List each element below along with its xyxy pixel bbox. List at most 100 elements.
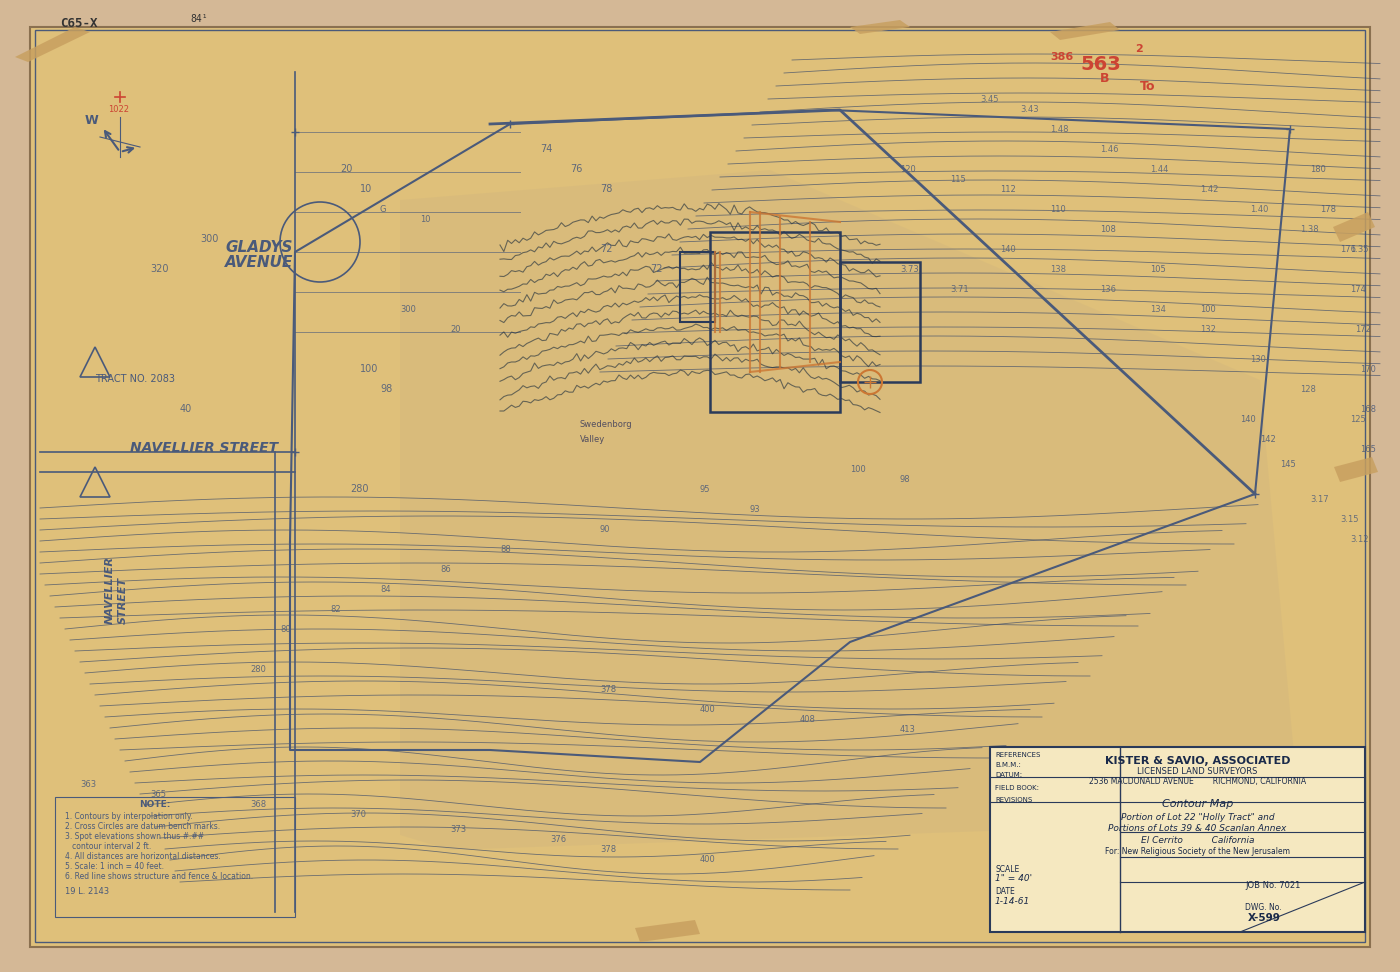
- Text: 74: 74: [540, 144, 553, 154]
- Text: 413: 413: [900, 725, 916, 734]
- Text: FIELD BOOK:: FIELD BOOK:: [995, 785, 1039, 791]
- Text: 174: 174: [1350, 285, 1366, 294]
- Text: 365: 365: [150, 790, 167, 799]
- Text: STREET: STREET: [118, 576, 127, 624]
- Text: 95: 95: [700, 485, 710, 494]
- Text: 40: 40: [181, 404, 192, 414]
- Text: X-599: X-599: [1175, 919, 1219, 933]
- Text: 1. Contours by interpolation only.: 1. Contours by interpolation only.: [64, 812, 193, 821]
- Text: NOTE:: NOTE:: [140, 800, 171, 809]
- Text: 376: 376: [550, 835, 566, 844]
- Text: 86: 86: [440, 565, 451, 574]
- Text: G: G: [379, 205, 386, 214]
- Text: 168: 168: [1359, 405, 1376, 414]
- Text: 3.73: 3.73: [900, 265, 918, 274]
- Text: 82: 82: [330, 605, 340, 614]
- Text: 20: 20: [449, 325, 461, 334]
- Text: 1" = 40': 1" = 40': [995, 874, 1032, 883]
- Text: Contour Map: Contour Map: [1162, 799, 1233, 809]
- Text: 134: 134: [1149, 305, 1166, 314]
- Text: DATE: DATE: [995, 887, 1015, 896]
- Text: 176: 176: [1340, 245, 1357, 254]
- Bar: [710, 232, 840, 412]
- Text: 78: 78: [601, 184, 612, 194]
- Text: 1.40: 1.40: [1250, 205, 1268, 214]
- Text: 80: 80: [280, 625, 291, 634]
- Text: 180: 180: [1310, 165, 1326, 174]
- Text: 300: 300: [200, 234, 218, 244]
- Text: REVISIONS: REVISIONS: [995, 797, 1032, 803]
- Text: 363: 363: [80, 780, 97, 789]
- Text: 132: 132: [1200, 325, 1215, 334]
- Text: 280: 280: [251, 665, 266, 674]
- Text: 1.35: 1.35: [1350, 245, 1369, 254]
- Text: 2. Cross Circles are datum bench marks.: 2. Cross Circles are datum bench marks.: [64, 822, 220, 831]
- Text: 72: 72: [650, 264, 662, 274]
- Text: W: W: [85, 114, 99, 127]
- Text: 140: 140: [1000, 245, 1016, 254]
- Text: GLADYS: GLADYS: [225, 240, 293, 255]
- Text: 563: 563: [1079, 55, 1121, 74]
- Text: 145: 145: [1280, 460, 1296, 469]
- Text: 400: 400: [700, 705, 715, 714]
- Text: To: To: [1140, 80, 1155, 93]
- Text: 320: 320: [150, 264, 168, 274]
- Text: 19 L. 2143: 19 L. 2143: [64, 887, 109, 896]
- Text: 172: 172: [1355, 325, 1371, 334]
- Text: 105: 105: [1149, 265, 1166, 274]
- Bar: [990, 747, 1365, 932]
- Polygon shape: [1333, 212, 1375, 242]
- Text: AVENUE: AVENUE: [225, 255, 294, 270]
- Text: 84¹: 84¹: [190, 14, 207, 24]
- Text: 1022: 1022: [108, 105, 129, 114]
- Text: 112: 112: [1000, 185, 1016, 194]
- Bar: [840, 262, 920, 382]
- Text: 368: 368: [251, 800, 266, 809]
- Text: 138: 138: [1050, 265, 1065, 274]
- Text: LICENSED LAND SURVEYORS: LICENSED LAND SURVEYORS: [1137, 767, 1257, 776]
- Text: 140: 140: [1240, 415, 1256, 424]
- Text: For: New Religious Society of the New Jerusalem: For: New Religious Society of the New Je…: [1105, 847, 1289, 856]
- Text: 100: 100: [360, 364, 378, 374]
- Text: Portions of Lots 39 & 40 Scanlan Annex: Portions of Lots 39 & 40 Scanlan Annex: [1109, 824, 1287, 833]
- Text: 3.17: 3.17: [1310, 495, 1329, 504]
- Text: contour interval 2 ft.: contour interval 2 ft.: [64, 842, 151, 851]
- Text: 3. Spot elevations shown thus #.##: 3. Spot elevations shown thus #.##: [64, 832, 204, 841]
- Text: Swedenborg: Swedenborg: [580, 420, 633, 429]
- Text: 108: 108: [1100, 225, 1116, 234]
- Text: C65-X: C65-X: [60, 17, 98, 30]
- Text: 20: 20: [340, 164, 353, 174]
- Polygon shape: [400, 170, 1301, 850]
- Text: 3.45: 3.45: [980, 95, 998, 104]
- Text: 2536 MACDONALD AVENUE        RICHMOND, CALIFORNIA: 2536 MACDONALD AVENUE RICHMOND, CALIFORN…: [1089, 777, 1306, 786]
- Text: 100: 100: [1200, 305, 1215, 314]
- Text: 76: 76: [570, 164, 582, 174]
- Text: 110: 110: [1050, 205, 1065, 214]
- Text: 3.71: 3.71: [951, 285, 969, 294]
- Text: 10: 10: [360, 184, 372, 194]
- Polygon shape: [1050, 22, 1120, 40]
- Text: 1.38: 1.38: [1301, 225, 1319, 234]
- Text: 136: 136: [1100, 285, 1116, 294]
- Text: 115: 115: [951, 175, 966, 184]
- Text: REFERENCES: REFERENCES: [995, 752, 1040, 758]
- Text: 142: 142: [1260, 435, 1275, 444]
- Text: 88: 88: [500, 545, 511, 554]
- Text: 378: 378: [601, 685, 616, 694]
- Text: 1.46: 1.46: [1100, 145, 1119, 154]
- Text: JOB No. 7021: JOB No. 7021: [1245, 881, 1301, 890]
- Text: 4. All distances are horizontal distances.: 4. All distances are horizontal distance…: [64, 852, 221, 861]
- Text: 373: 373: [449, 825, 466, 834]
- Text: KISTER & SAVIO, ASSOCIATED: KISTER & SAVIO, ASSOCIATED: [1105, 756, 1291, 766]
- Text: 1.48: 1.48: [1050, 125, 1068, 134]
- Polygon shape: [1334, 457, 1378, 482]
- Text: SCALE: SCALE: [995, 865, 1019, 874]
- Text: 300: 300: [400, 305, 416, 314]
- Text: 370: 370: [350, 810, 365, 819]
- Text: 1.42: 1.42: [1200, 185, 1218, 194]
- Text: DWG. No.: DWG. No.: [1245, 903, 1281, 912]
- Text: 5. Scale: 1 inch = 40 feet.: 5. Scale: 1 inch = 40 feet.: [64, 862, 164, 871]
- Text: 98: 98: [900, 475, 910, 484]
- Polygon shape: [15, 27, 90, 62]
- Text: TRACT NO. 2083: TRACT NO. 2083: [95, 374, 175, 384]
